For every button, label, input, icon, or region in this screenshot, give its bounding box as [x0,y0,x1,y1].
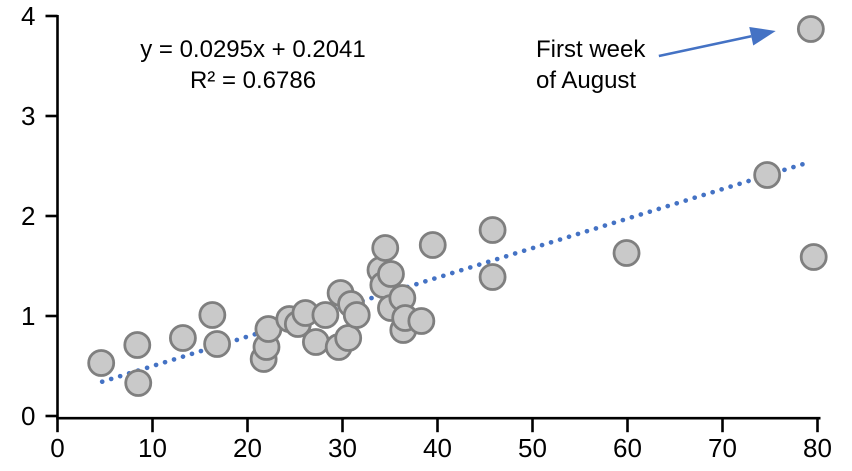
y-tick-label: 3 [21,101,35,131]
data-point [198,301,227,329]
y-tick-label: 2 [21,201,35,231]
data-point [796,15,825,43]
annotation-line-1: First week [536,36,646,63]
data-point [87,349,116,377]
x-tick-label: 80 [803,433,832,463]
r-squared-text: R² = 0.6786 [189,67,317,94]
annotation-arrow-shaft [658,34,752,58]
data-point [753,161,782,189]
y-tick-label: 0 [21,401,35,431]
data-point [407,307,436,335]
data-point [311,301,340,329]
data-point [342,301,371,329]
x-tick-label: 10 [138,433,167,463]
data-point [799,243,828,271]
data-point [478,216,507,244]
x-tick-label: 40 [423,433,452,463]
y-tick-label: 1 [21,301,35,331]
data-point [334,324,363,352]
trendline-equation-block: y = 0.0295x + 0.2041 R² = 0.6786 [93,34,413,96]
data-point [203,330,232,358]
data-point [418,231,447,259]
data-point [377,260,405,288]
data-point [168,324,197,352]
x-tick-label: 50 [518,433,547,463]
data-point [123,331,152,359]
data-point [301,328,330,356]
x-tick-label: 30 [328,433,357,463]
data-point [478,263,507,291]
annotation-line-2: of August [536,67,637,94]
x-tick-label: 20 [233,433,262,463]
x-tick-label: 0 [50,433,64,463]
equation-text: y = 0.0295x + 0.2041 [140,36,366,63]
annotation-first-week-of-august: First week of August [536,34,645,96]
data-point [124,369,153,397]
data-point [612,239,641,267]
data-point [371,234,400,262]
x-tick-label: 60 [613,433,642,463]
annotation-arrow-head [749,26,776,46]
x-tick-label: 70 [708,433,737,463]
y-tick-label: 4 [21,1,35,31]
